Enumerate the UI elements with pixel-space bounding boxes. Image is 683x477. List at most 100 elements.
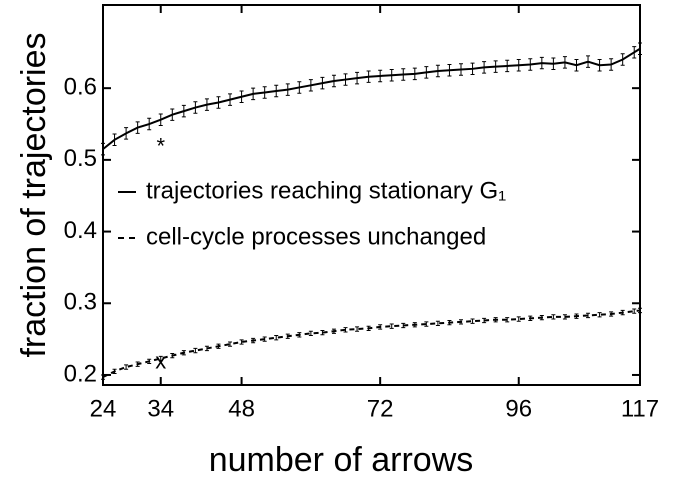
error-bar [262, 86, 267, 99]
point-marker: x [155, 348, 166, 373]
error-bar [135, 361, 140, 367]
error-bar [193, 101, 198, 114]
error-bar [147, 117, 152, 131]
error-bar [609, 58, 614, 71]
error-bar [482, 61, 487, 74]
error-bar [251, 87, 256, 101]
error-bar [389, 323, 394, 329]
error-bar [562, 56, 567, 69]
error-bar [320, 330, 325, 336]
error-bar [343, 73, 348, 86]
error-bar [620, 53, 625, 66]
error-bar [539, 314, 544, 321]
error-bar [528, 58, 533, 71]
error-bar [355, 326, 360, 332]
error-bar [516, 316, 521, 322]
error-bar [632, 46, 637, 59]
x-tick-label: 72 [367, 395, 394, 422]
error-bar [482, 317, 487, 324]
error-bar [620, 309, 625, 316]
error-bar [470, 62, 475, 76]
error-bar [170, 352, 175, 359]
y-tick-label: 0.6 [64, 74, 97, 101]
error-bar [228, 341, 233, 347]
error-bar [274, 335, 279, 341]
error-bar [193, 347, 198, 354]
error-bar [424, 321, 429, 327]
error-bar [204, 98, 209, 111]
error-bar [574, 58, 579, 72]
error-bar [447, 64, 452, 77]
error-bar [297, 81, 302, 94]
error-bar [493, 60, 498, 73]
legend-label: cell-cycle processes unchanged [146, 223, 486, 250]
y-tick-label: 0.2 [64, 360, 97, 387]
error-bar [609, 311, 614, 317]
y-tick-label: 0.4 [64, 217, 97, 244]
error-bar [297, 332, 302, 338]
x-tick-label: 34 [147, 395, 174, 422]
error-bar [158, 355, 163, 362]
error-bar [412, 322, 417, 328]
error-bar [216, 343, 221, 349]
error-bar [597, 312, 602, 318]
y-tick-label: 0.3 [64, 289, 97, 316]
error-bar [551, 57, 556, 71]
error-bar [401, 322, 406, 329]
error-bar [470, 318, 475, 324]
error-bar [366, 325, 371, 332]
x-tick-label: 96 [505, 395, 532, 422]
error-bar [320, 76, 325, 90]
error-bar [228, 93, 233, 106]
error-bar [459, 319, 463, 325]
error-bar [135, 121, 140, 134]
error-bar [366, 70, 371, 83]
error-bar [343, 327, 348, 333]
error-bar [251, 337, 256, 344]
error-bar [285, 333, 290, 339]
error-bar [285, 83, 290, 96]
series-line [102, 309, 641, 379]
error-bar [597, 58, 602, 72]
error-bar [516, 58, 521, 72]
error-bar [112, 368, 117, 375]
error-bar [528, 315, 533, 321]
error-bar [562, 314, 567, 320]
error-bar [435, 64, 440, 78]
error-bar [101, 142, 105, 156]
error-bar [204, 345, 209, 352]
error-bar [551, 314, 556, 320]
x-tick-label: 117 [621, 395, 659, 422]
error-bar [124, 127, 129, 140]
error-bar [170, 108, 175, 121]
error-bar [447, 319, 452, 326]
error-bar [112, 133, 117, 147]
error-bar [586, 312, 591, 319]
error-bar [539, 56, 544, 70]
error-bar [401, 68, 406, 81]
error-bar [181, 350, 186, 356]
error-bar [632, 308, 637, 314]
error-bar [505, 59, 510, 73]
series-line [102, 47, 641, 150]
x-tick-label: 24 [90, 395, 117, 422]
error-bar [308, 79, 313, 92]
error-bar [101, 374, 105, 380]
error-bar [274, 84, 279, 98]
error-bar [147, 358, 152, 364]
error-bar [412, 67, 417, 81]
error-bar [124, 364, 129, 370]
error-bar [331, 74, 336, 88]
error-bar [638, 307, 642, 314]
error-bar [308, 330, 313, 337]
error-bar [638, 42, 642, 55]
error-bar [331, 328, 336, 334]
error-bar [355, 71, 360, 85]
error-bar [505, 317, 510, 323]
legend-label: trajectories reaching stationary G₁ [146, 177, 506, 204]
error-bar [459, 63, 463, 76]
error-bar [493, 317, 498, 323]
error-bar [216, 96, 221, 109]
error-bar [378, 324, 383, 330]
